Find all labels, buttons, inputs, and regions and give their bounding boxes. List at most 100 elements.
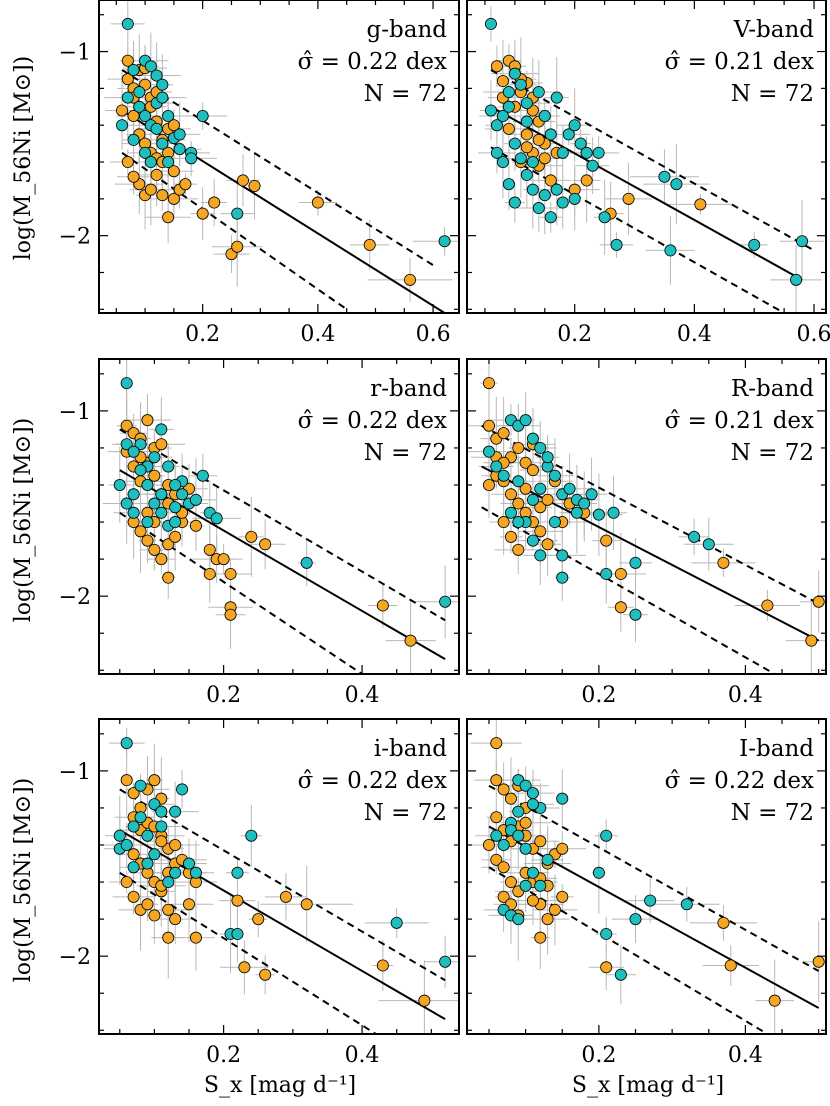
x-tick-label: 0.4 bbox=[728, 683, 763, 708]
data-point-orange bbox=[534, 931, 547, 944]
data-point-cyan bbox=[702, 538, 715, 551]
data-point-orange bbox=[252, 913, 265, 926]
data-point-cyan bbox=[120, 377, 133, 390]
data-point-cyan bbox=[520, 168, 533, 181]
data-point-orange bbox=[520, 141, 533, 154]
data-point-cyan bbox=[512, 516, 525, 529]
data-point-cyan bbox=[231, 866, 244, 879]
data-point-orange bbox=[717, 916, 730, 929]
data-point-cyan bbox=[534, 441, 547, 454]
data-point-orange bbox=[482, 377, 495, 390]
data-point-cyan bbox=[592, 146, 605, 159]
panel-g: 0.2 0.4 0.6 −1 −2 g-band σ̂ = 0.22 dex N = 72 bbox=[59, 0, 460, 347]
data-point-orange bbox=[120, 876, 133, 889]
data-point-orange bbox=[144, 183, 157, 196]
data-point-cyan bbox=[169, 478, 182, 491]
data-point-orange bbox=[300, 898, 313, 911]
data-point-orange bbox=[376, 959, 389, 972]
data-point-orange bbox=[541, 538, 554, 551]
data-point-cyan bbox=[497, 469, 510, 482]
data-point-orange bbox=[134, 525, 147, 538]
panel-frame bbox=[466, 718, 827, 1035]
data-point-cyan bbox=[514, 78, 527, 91]
data-point-cyan bbox=[133, 100, 146, 113]
data-point-orange bbox=[162, 571, 175, 584]
data-point-orange bbox=[404, 634, 417, 647]
data-points bbox=[116, 17, 451, 286]
data-point-orange bbox=[162, 931, 175, 944]
data-point-cyan bbox=[568, 119, 581, 132]
data-point-cyan bbox=[482, 445, 495, 458]
data-point-cyan bbox=[155, 488, 168, 501]
x-tick-label: 0.2 bbox=[206, 683, 241, 708]
data-point-cyan bbox=[502, 100, 515, 113]
data-point-orange bbox=[189, 519, 202, 532]
data-point-cyan bbox=[644, 894, 657, 907]
data-point-cyan bbox=[141, 857, 154, 870]
data-point-orange bbox=[812, 595, 825, 608]
data-point-cyan bbox=[688, 530, 701, 543]
data-point-cyan bbox=[680, 898, 693, 911]
data-point-orange bbox=[761, 599, 774, 612]
ylabel-row3: log(M_56Ni [M⊙]) bbox=[11, 778, 36, 982]
data-point-orange bbox=[504, 792, 517, 805]
data-point-cyan bbox=[497, 839, 510, 852]
panel-frame bbox=[466, 0, 827, 314]
data-points bbox=[113, 377, 452, 647]
data-point-cyan bbox=[148, 848, 161, 861]
data-point-orange bbox=[418, 994, 431, 1007]
panel-frame bbox=[98, 0, 460, 314]
data-point-orange bbox=[162, 903, 175, 916]
data-point-orange bbox=[259, 538, 272, 551]
data-point-cyan bbox=[519, 879, 532, 892]
data-point-orange bbox=[512, 441, 525, 454]
data-point-cyan bbox=[607, 506, 620, 519]
data-point-cyan bbox=[120, 497, 133, 510]
data-point-cyan bbox=[155, 805, 168, 818]
data-point-orange bbox=[148, 469, 161, 482]
data-point-cyan bbox=[121, 17, 134, 30]
data-point-cyan bbox=[563, 482, 576, 495]
data-point-orange bbox=[148, 774, 161, 787]
data-point-cyan bbox=[526, 493, 539, 506]
data-point-orange bbox=[556, 842, 569, 855]
data-point-cyan bbox=[534, 879, 547, 892]
data-point-cyan bbox=[196, 109, 209, 122]
data-point-orange bbox=[121, 54, 134, 67]
data-point-orange bbox=[179, 178, 192, 191]
data-point-cyan bbox=[120, 438, 133, 451]
data-point-cyan bbox=[600, 927, 613, 940]
data-point-cyan bbox=[133, 86, 146, 99]
data-point-cyan bbox=[156, 78, 169, 91]
data-point-orange bbox=[203, 543, 216, 556]
data-point-cyan bbox=[210, 512, 223, 525]
panel-R: 0.2 0.4 R-band σ̂ = 0.21 dex N = 72 bbox=[466, 358, 827, 708]
data-point-orange bbox=[548, 903, 561, 916]
x-tick-label: 0.2 bbox=[581, 1043, 616, 1068]
data-point-cyan bbox=[141, 829, 154, 842]
data-point-cyan bbox=[790, 273, 803, 286]
data-point-orange bbox=[556, 890, 569, 903]
data-point-orange bbox=[162, 538, 175, 551]
data-points bbox=[482, 737, 825, 1007]
data-point-cyan bbox=[162, 876, 175, 889]
data-point-orange bbox=[196, 207, 209, 220]
data-point-orange bbox=[156, 189, 169, 202]
xlabel-right: S_x [mag d⁻¹] bbox=[572, 1073, 724, 1098]
data-point-cyan bbox=[148, 798, 161, 811]
data-point-cyan bbox=[629, 556, 642, 569]
data-point-cyan bbox=[526, 787, 539, 800]
sigma-label: σ̂ = 0.22 dex bbox=[298, 49, 447, 75]
data-point-cyan bbox=[796, 235, 809, 248]
data-point-cyan bbox=[116, 119, 129, 132]
data-point-cyan bbox=[169, 805, 182, 818]
sigma-label: σ̂ = 0.22 dex bbox=[665, 768, 814, 794]
data-point-cyan bbox=[113, 478, 126, 491]
data-point-cyan bbox=[127, 488, 140, 501]
data-point-orange bbox=[526, 894, 539, 907]
data-point-orange bbox=[127, 890, 140, 903]
data-point-cyan bbox=[520, 115, 533, 128]
band-label: R-band bbox=[731, 376, 814, 402]
data-point-orange bbox=[526, 464, 539, 477]
